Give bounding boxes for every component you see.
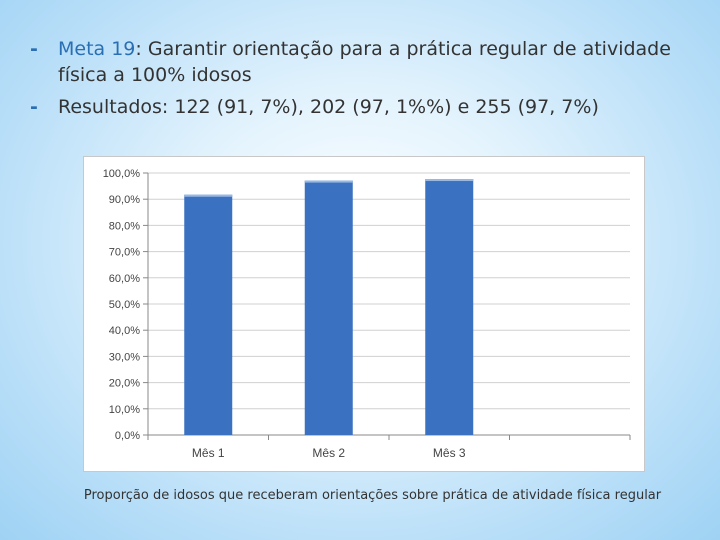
goal-text: : Garantir orientação para a prática reg…	[58, 38, 671, 86]
bullet-dash-icon: -	[30, 38, 38, 60]
y-tick-label: 0,0%	[115, 430, 140, 442]
y-tick-label: 100,0%	[103, 168, 141, 180]
y-tick-label: 90,0%	[109, 194, 140, 206]
bar	[184, 194, 233, 435]
x-tick-label: Mês 3	[433, 446, 466, 460]
bar-chart: 0,0% 10,0% 20,0% 30,0% 40,0% 50,0% 60,0% 70,0% 8…	[103, 168, 631, 460]
x-tick-label: Mês 2	[312, 446, 345, 460]
y-tick-label: 50,0%	[109, 299, 140, 311]
bar	[304, 180, 353, 435]
y-tick-label: 40,0%	[109, 325, 140, 337]
bullet-results: - Resultados: 122 (91, 7%), 202 (97, 1%%…	[30, 94, 700, 120]
y-tick-label: 30,0%	[109, 351, 140, 363]
chart-container: 0,0% 10,0% 20,0% 30,0% 40,0% 50,0% 60,0% 70,0% 8…	[83, 156, 645, 472]
y-tick-label: 70,0%	[109, 247, 140, 259]
bullet-dash-icon: -	[30, 96, 38, 118]
y-tick-label: 80,0%	[109, 220, 140, 232]
y-tick-label: 60,0%	[109, 273, 140, 285]
y-tick-label: 20,0%	[109, 378, 140, 390]
bar-highlight	[425, 179, 474, 182]
results-text: Resultados: 122 (91, 7%), 202 (97, 1%%) …	[58, 96, 599, 118]
goal-label: Meta 19	[58, 38, 136, 60]
x-tick-label: Mês 1	[192, 446, 225, 460]
bar-highlight	[304, 180, 353, 183]
bar-highlight	[184, 194, 233, 197]
chart-caption: Proporção de idosos que receberam orient…	[83, 488, 662, 503]
bar	[425, 179, 474, 435]
y-tick-label: 10,0%	[109, 404, 140, 416]
bullet-list: - Meta 19: Garantir orientação para a pr…	[30, 36, 700, 120]
bullet-goal: - Meta 19: Garantir orientação para a pr…	[30, 36, 700, 88]
